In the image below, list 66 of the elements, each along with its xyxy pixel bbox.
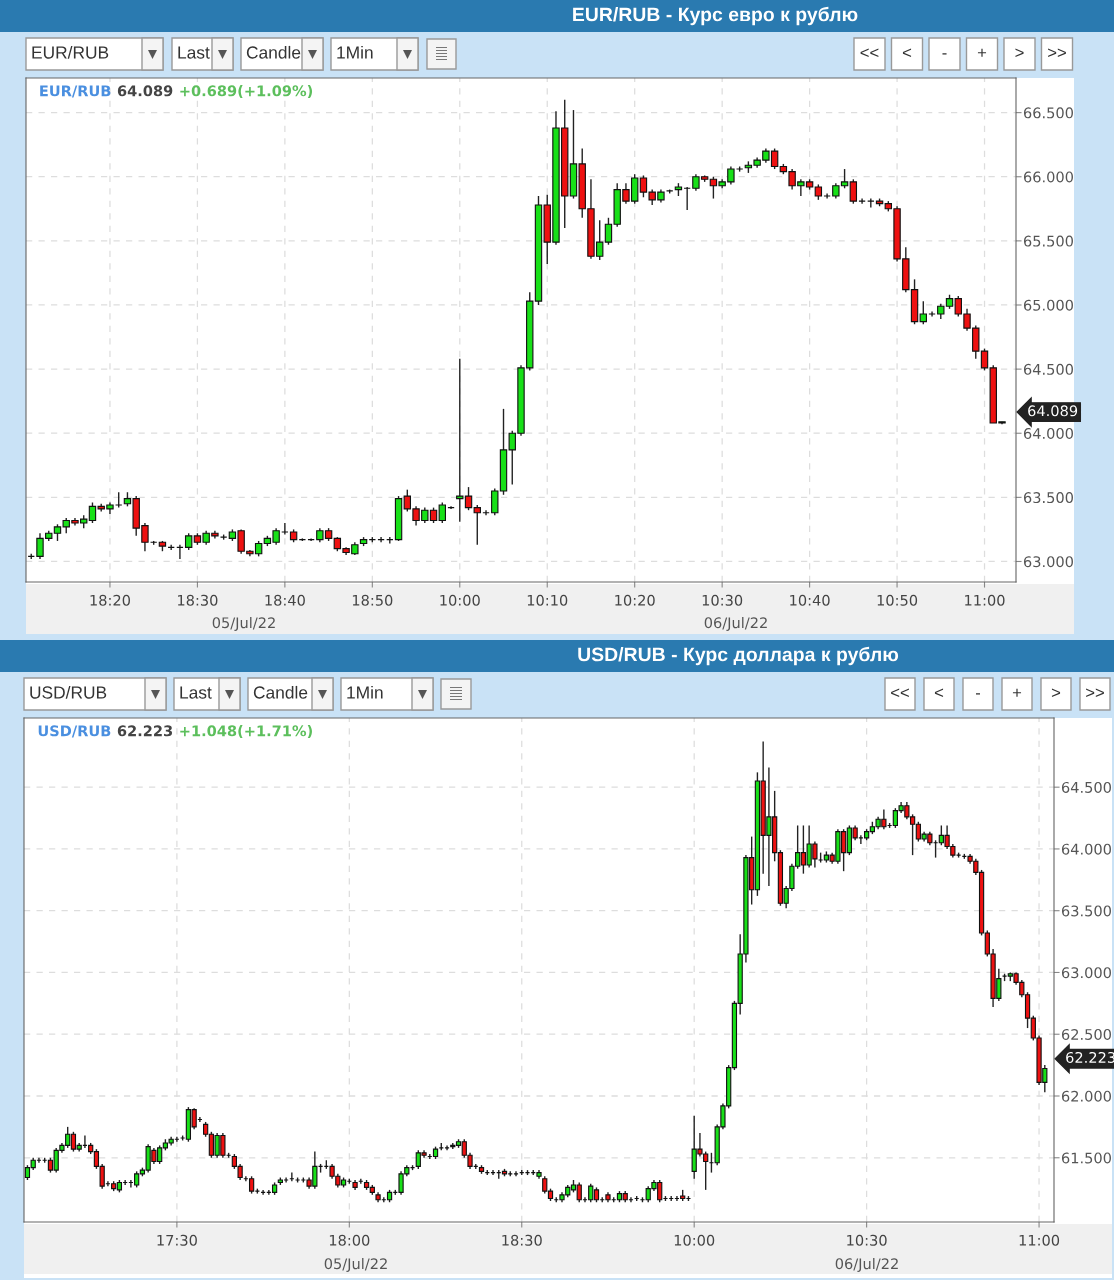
x-tick-label: 18:30 — [502, 1234, 542, 1246]
chart-title: USD/RUB - Курс доллара к рублю — [578, 646, 899, 666]
x-tick-label: 18:50 — [352, 594, 393, 606]
text: 62.223 — [1066, 1051, 1114, 1063]
annotation: 64.089 — [117, 85, 173, 97]
x-tick-label: 10:50 — [877, 594, 918, 606]
x-tick-label: 17:30 — [157, 1234, 197, 1246]
text: - — [975, 693, 981, 695]
y-tick-label: 66.500 — [1023, 107, 1073, 119]
x-tick-label: 18:40 — [265, 594, 305, 606]
text: << — [860, 48, 879, 58]
text: EUR/RUB — [32, 45, 109, 59]
text: < — [902, 48, 912, 58]
x-tick-label: 10:20 — [615, 594, 655, 606]
y-tick-label: 65.000 — [1023, 299, 1073, 311]
y-tick-label: 63.500 — [1023, 492, 1073, 504]
chart-title: EUR/RUB - Курс евро к рублю — [573, 6, 858, 26]
x-tick-label: 10:40 — [790, 594, 830, 606]
text: Candle — [246, 45, 301, 59]
y-tick-label: 62.500 — [1061, 1028, 1111, 1040]
annotation: +0.689(+1.09%) — [180, 85, 313, 99]
x-tick-label: 10:00 — [440, 594, 480, 606]
y-tick-label: 66.000 — [1023, 171, 1073, 183]
y-tick-label: 62.000 — [1061, 1090, 1111, 1102]
y-tick-label: 65.500 — [1023, 235, 1073, 247]
text: USD/RUB — [30, 685, 107, 699]
x-tick-label: 11:00 — [1019, 1234, 1060, 1246]
text: Candle — [253, 685, 308, 699]
text: 05/Jul/22 — [212, 616, 275, 631]
text: >> — [1048, 48, 1066, 58]
text: - — [942, 53, 947, 55]
y-tick-label: 64.500 — [1023, 363, 1073, 375]
text: >> — [1086, 688, 1104, 698]
text: 06/Jul/22 — [704, 616, 767, 631]
text: 06/Jul/22 — [835, 1257, 898, 1272]
text: << — [891, 688, 909, 698]
text: + — [977, 48, 987, 57]
annotation: 62.223 — [117, 725, 173, 737]
text: + — [1012, 688, 1022, 697]
text: > — [1051, 688, 1061, 698]
x-tick-label: 10:30 — [847, 1234, 887, 1246]
y-tick-label: 63.000 — [1061, 967, 1111, 979]
x-tick-label: 10:10 — [527, 594, 568, 606]
text: 05/Jul/22 — [324, 1257, 387, 1272]
text: Last — [178, 46, 210, 59]
y-tick-label: 63.500 — [1061, 905, 1111, 917]
y-tick-label: 64.000 — [1061, 843, 1111, 855]
y-tick-label: 61.500 — [1061, 1152, 1111, 1164]
x-tick-label: 18:00 — [329, 1234, 370, 1246]
text: Last — [180, 686, 212, 699]
text: 64.089 — [1028, 405, 1078, 417]
annotation: EUR/RUB — [40, 85, 111, 98]
x-tick-label: 11:00 — [965, 594, 1005, 606]
annotation: USD/RUB — [38, 725, 111, 738]
x-tick-label: 10:00 — [674, 1234, 715, 1246]
text: 1Min — [337, 45, 373, 59]
y-tick-label: 64.500 — [1061, 781, 1111, 793]
text: 1Min — [347, 685, 383, 699]
annotation: +1.048(+1.71%) — [180, 725, 312, 739]
text: > — [1015, 48, 1024, 58]
x-tick-label: 18:30 — [178, 594, 218, 606]
text: < — [934, 688, 944, 698]
x-tick-label: 18:20 — [90, 594, 130, 606]
x-tick-label: 10:30 — [702, 594, 743, 606]
y-tick-label: 63.000 — [1023, 556, 1073, 568]
y-tick-label: 64.000 — [1023, 427, 1073, 439]
